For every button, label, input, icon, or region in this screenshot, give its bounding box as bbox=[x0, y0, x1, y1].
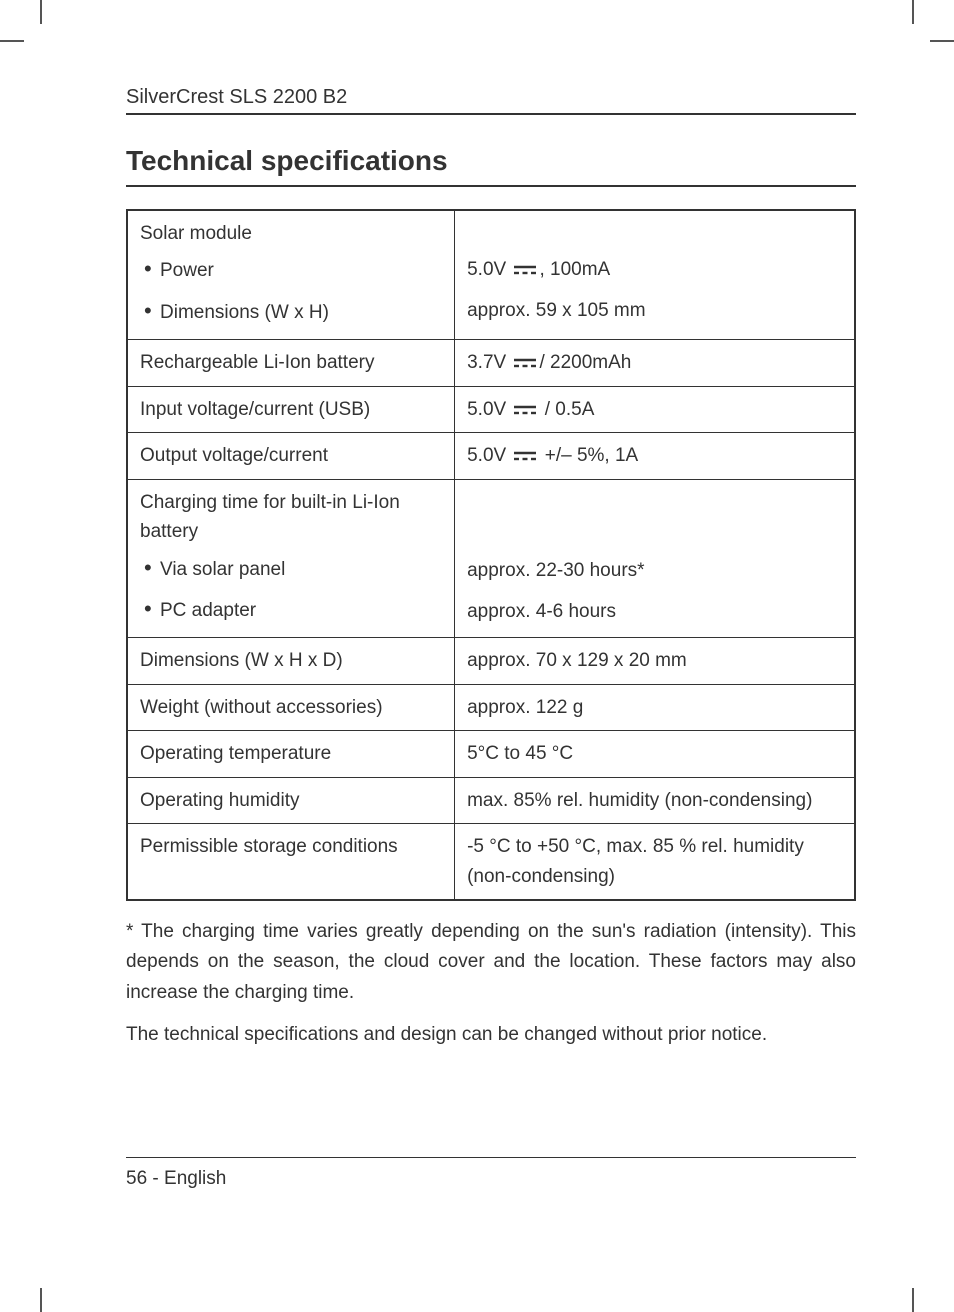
table-row: Charging time for built-in Li-Ion batter… bbox=[127, 479, 855, 638]
table-cell-label: Operating temperature bbox=[127, 731, 455, 777]
crop-mark bbox=[40, 1288, 42, 1312]
spec-table: Solar module Power Dimensions (W x H) 5.… bbox=[126, 209, 856, 901]
table-cell-label: Solar module Power Dimensions (W x H) bbox=[127, 210, 455, 340]
table-cell-label: Rechargeable Li-Ion battery bbox=[127, 340, 455, 386]
footnote-text: * The charging time varies greatly depen… bbox=[126, 917, 856, 1008]
value-line: approx. 4-6 hours bbox=[467, 597, 844, 626]
crop-mark bbox=[912, 0, 914, 24]
section-title: Technical specifications bbox=[126, 145, 856, 187]
list-item: PC adapter bbox=[140, 596, 444, 625]
crop-mark bbox=[912, 1288, 914, 1312]
bullet-list: Via solar panel PC adapter bbox=[140, 555, 444, 626]
value-line: 5.0V , 100mA bbox=[467, 255, 844, 284]
table-row: Dimensions (W x H x D) approx. 70 x 129 … bbox=[127, 638, 855, 684]
crop-mark bbox=[0, 40, 24, 42]
bullet-list: Power Dimensions (W x H) bbox=[140, 256, 444, 327]
table-cell-value: 5.0V / 0.5A bbox=[455, 386, 855, 432]
list-item: Power bbox=[140, 256, 444, 285]
crop-mark bbox=[930, 40, 954, 42]
row-head: Solar module bbox=[140, 223, 252, 244]
table-row: Operating humidity max. 85% rel. humidit… bbox=[127, 777, 855, 823]
list-item: Via solar panel bbox=[140, 555, 444, 584]
table-cell-value: 5.0V , 100mA approx. 59 x 105 mm bbox=[455, 210, 855, 340]
table-cell-label: Input voltage/current (USB) bbox=[127, 386, 455, 432]
table-cell-value: approx. 122 g bbox=[455, 684, 855, 730]
table-cell-value: 5°C to 45 °C bbox=[455, 731, 855, 777]
table-cell-value: 3.7V / 2200mAh bbox=[455, 340, 855, 386]
table-cell-value: 5.0V +/– 5%, 1A bbox=[455, 433, 855, 479]
table-row: Solar module Power Dimensions (W x H) 5.… bbox=[127, 210, 855, 340]
header-product-name: SilverCrest SLS 2200 B2 bbox=[126, 86, 856, 115]
table-cell-value: -5 °C to +50 °C, max. 85 % rel. humidity… bbox=[455, 824, 855, 900]
dc-icon bbox=[514, 405, 536, 415]
dc-icon bbox=[514, 265, 536, 275]
page-footer: 56 - English bbox=[126, 1157, 856, 1190]
table-cell-label: Charging time for built-in Li-Ion batter… bbox=[127, 479, 455, 638]
table-cell-label: Weight (without accessories) bbox=[127, 684, 455, 730]
value-line: approx. 22-30 hours* bbox=[467, 556, 844, 585]
table-cell-label: Output voltage/current bbox=[127, 433, 455, 479]
table-row: Weight (without accessories) approx. 122… bbox=[127, 684, 855, 730]
table-cell-value: approx. 22-30 hours* approx. 4-6 hours bbox=[455, 479, 855, 638]
table-row: Input voltage/current (USB) 5.0V / 0.5A bbox=[127, 386, 855, 432]
table-cell-label: Permissible storage conditions bbox=[127, 824, 455, 900]
row-head: Charging time for built-in Li-Ion batter… bbox=[140, 492, 400, 542]
table-cell-label: Operating humidity bbox=[127, 777, 455, 823]
notice-text: The technical specifications and design … bbox=[126, 1020, 856, 1050]
footer-page-info: 56 - English bbox=[126, 1168, 226, 1189]
table-cell-value: max. 85% rel. humidity (non-condensing) bbox=[455, 777, 855, 823]
crop-mark bbox=[40, 0, 42, 24]
table-row: Permissible storage conditions -5 °C to … bbox=[127, 824, 855, 900]
table-row: Operating temperature 5°C to 45 °C bbox=[127, 731, 855, 777]
table-row: Rechargeable Li-Ion battery 3.7V / 2200m… bbox=[127, 340, 855, 386]
page-container: SilverCrest SLS 2200 B2 Technical specif… bbox=[126, 86, 856, 1202]
dc-icon bbox=[514, 451, 536, 461]
table-cell-value: approx. 70 x 129 x 20 mm bbox=[455, 638, 855, 684]
dc-icon bbox=[514, 358, 536, 368]
table-row: Output voltage/current 5.0V +/– 5%, 1A bbox=[127, 433, 855, 479]
value-line: approx. 59 x 105 mm bbox=[467, 296, 844, 325]
table-cell-label: Dimensions (W x H x D) bbox=[127, 638, 455, 684]
list-item: Dimensions (W x H) bbox=[140, 298, 444, 327]
